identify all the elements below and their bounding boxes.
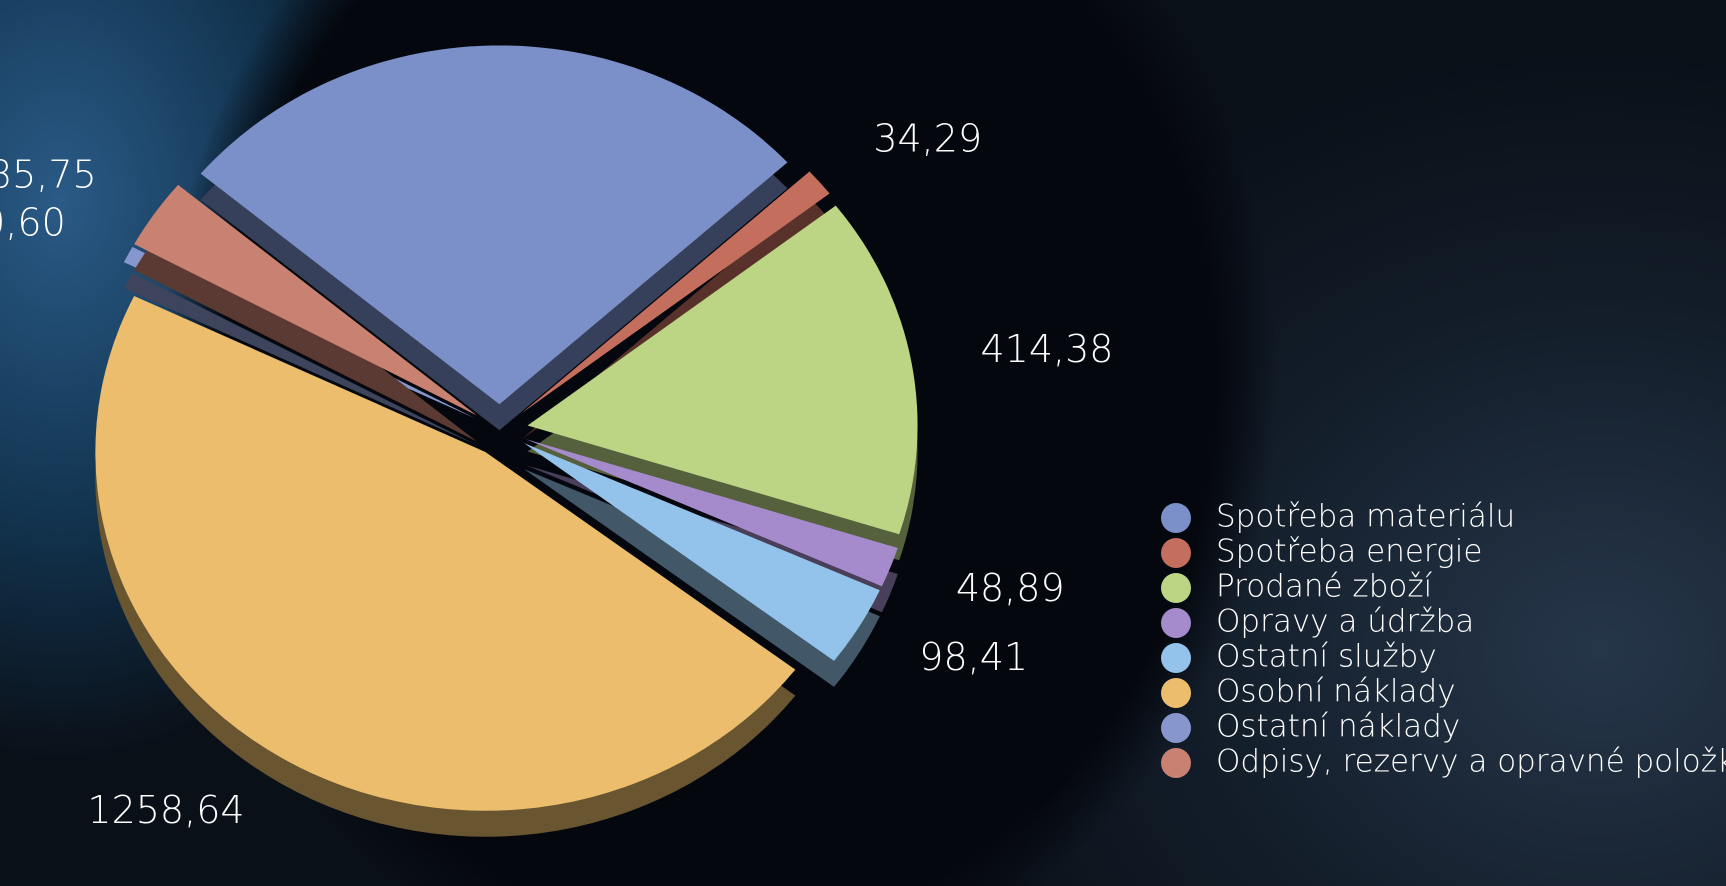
legend-swatch: [1161, 538, 1191, 568]
value-label: 98,41: [919, 635, 1028, 679]
legend-label: Spotřeba energie: [1216, 534, 1482, 570]
legend-label: Opravy a údržba: [1216, 604, 1474, 640]
legend-label: Ostatní náklady: [1216, 709, 1460, 745]
legend-swatch: [1161, 713, 1191, 743]
slice: [200, 45, 788, 405]
value-label: 1258,64: [87, 788, 244, 832]
value-label: 20,60: [0, 201, 66, 245]
legend-swatch: [1161, 608, 1191, 638]
legend-swatch: [1161, 643, 1191, 673]
legend-label: Prodané zboží: [1216, 569, 1433, 605]
slice: [95, 295, 796, 811]
slice: [524, 443, 880, 661]
value-label: 34,29: [873, 116, 982, 160]
slice: [526, 439, 898, 587]
value-label: 85,75: [0, 153, 97, 197]
slice: [521, 171, 830, 414]
value-label: 48,89: [956, 566, 1065, 610]
slice: [527, 205, 918, 535]
legend-swatch: [1161, 503, 1191, 533]
legend-label: Spotřeba materiálu: [1216, 499, 1515, 535]
value-label: 729,53: [423, 0, 556, 1]
slice: [134, 184, 477, 416]
legend-swatch: [1161, 678, 1191, 708]
legend-label: Odpisy, rezervy a opravné položky: [1216, 744, 1726, 780]
value-label: 414,38: [980, 327, 1113, 371]
legend-swatch: [1161, 573, 1191, 603]
legend-label: Ostatní služby: [1216, 639, 1437, 675]
slice-side: [123, 272, 476, 445]
slice-side: [524, 469, 880, 687]
legend-swatch: [1161, 748, 1191, 778]
legend-label: Osobní náklady: [1216, 674, 1456, 710]
